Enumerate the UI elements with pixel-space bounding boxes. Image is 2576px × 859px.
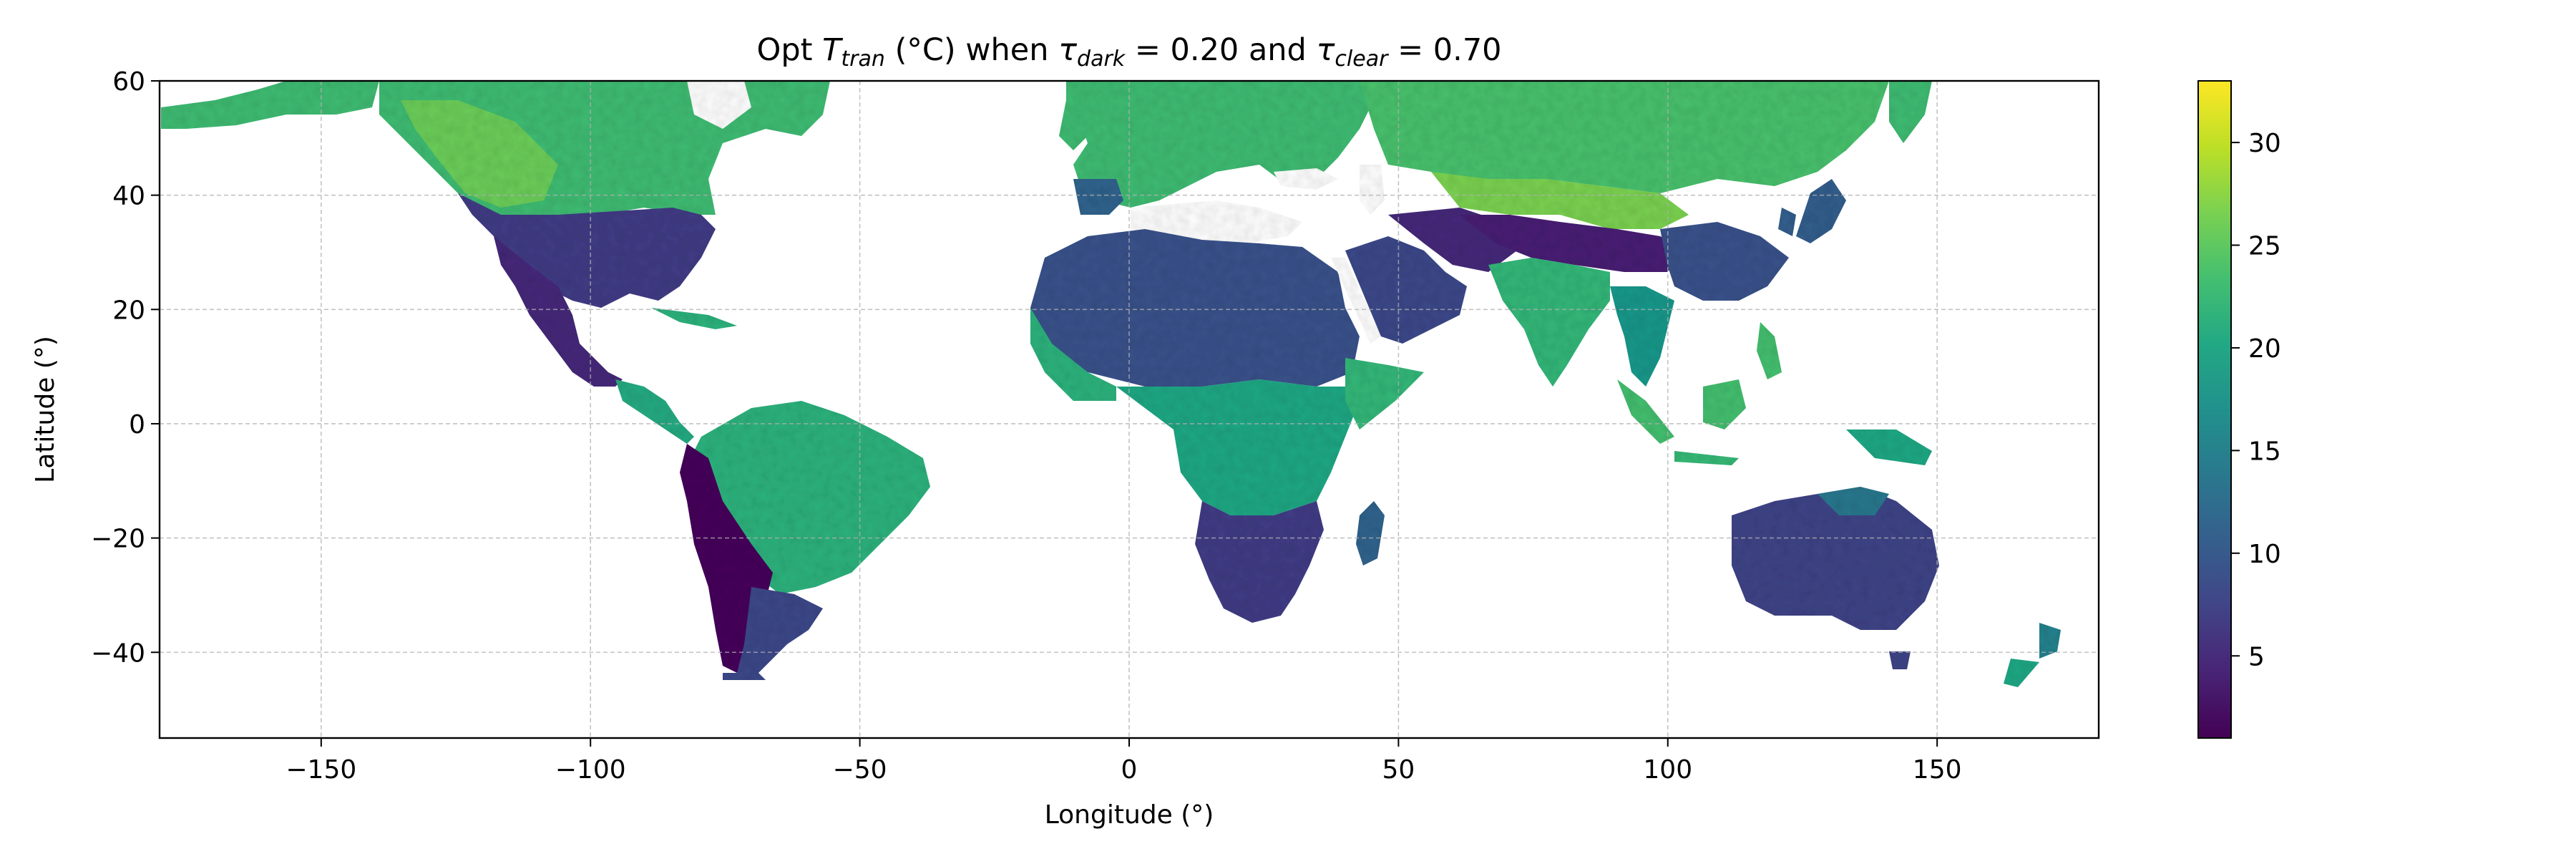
central-america [615, 379, 694, 444]
colorbar-tick-label: 30 [2248, 129, 2281, 158]
y-tick-label: 40 [112, 182, 145, 211]
india [1488, 258, 1610, 387]
x-tick-label: −50 [833, 755, 887, 785]
borneo [1703, 379, 1746, 430]
tierra-del-fuego [723, 673, 766, 680]
caspian-sea [1360, 165, 1385, 215]
colorbar-tick-label: 5 [2248, 642, 2265, 671]
x-tick-label: 50 [1382, 755, 1415, 785]
y-axis-label: Latitude (°) [31, 336, 60, 483]
korea [1778, 208, 1796, 236]
land-map [161, 81, 2061, 687]
mediterranean [1131, 200, 1302, 243]
x-tick-label: 100 [1643, 755, 1692, 785]
kamchatka [1889, 81, 1932, 143]
caribbean [651, 308, 737, 329]
australia [1732, 487, 1939, 630]
y-axis: −40 −20 0 20 40 60 [91, 67, 160, 668]
iberia [1073, 179, 1123, 215]
alaska [161, 81, 379, 129]
colorbar-tick-label: 15 [2248, 437, 2281, 466]
central-asia [1431, 172, 1689, 229]
usa-south [458, 193, 716, 308]
black-sea [1274, 168, 1338, 190]
y-tick-label: 20 [112, 296, 145, 325]
mexico [494, 236, 623, 387]
x-tick-label: 0 [1121, 755, 1138, 785]
y-tick-label: −40 [91, 639, 145, 668]
sahara [1030, 229, 1360, 387]
rockies [401, 100, 558, 208]
colorbar-tick-label: 20 [2248, 334, 2281, 364]
colorbar-ticks: 5 10 15 20 25 30 [2231, 129, 2281, 671]
new-zealand-north [2039, 623, 2061, 659]
x-tick-label: 150 [1913, 755, 1962, 785]
madagascar [1356, 501, 1385, 566]
patagonia [737, 587, 823, 680]
new-zealand-south [2004, 659, 2039, 687]
philippines [1757, 322, 1782, 379]
grid [160, 80, 2099, 738]
colorbar-tick-label: 25 [2248, 232, 2281, 261]
central-africa [1116, 379, 1360, 515]
chart-title: Opt Ttran (°C) when τdark = 0.20 and τcl… [756, 32, 1501, 72]
australia-north [1818, 487, 1889, 515]
southeast-asia [1610, 286, 1674, 387]
uk [1059, 100, 1088, 150]
y-tick-label: 0 [129, 410, 145, 440]
x-axis-label: Longitude (°) [1045, 800, 1214, 830]
y-tick-label: 60 [112, 67, 145, 97]
x-axis: −150 −100 −50 0 50 100 150 [286, 738, 1962, 785]
west-africa-coast [1030, 308, 1116, 401]
tibet [1460, 215, 1689, 272]
x-tick-label: −100 [555, 755, 626, 785]
southern-africa [1195, 501, 1324, 623]
arabia [1345, 236, 1467, 344]
y-tick-label: −20 [91, 525, 145, 554]
colorbar [2197, 80, 2232, 739]
x-tick-label: −150 [286, 755, 356, 785]
hudson-bay [687, 81, 751, 129]
siberia [1360, 81, 1889, 193]
red-sea [1331, 258, 1381, 344]
sumatra [1617, 379, 1674, 444]
colorbar-tick-label: 10 [2248, 540, 2281, 569]
new-guinea [1846, 430, 1932, 465]
horn-of-africa [1345, 358, 1424, 430]
java [1674, 451, 1739, 465]
japan [1796, 179, 1846, 243]
china-east [1660, 222, 1789, 301]
tasmania [1889, 651, 1911, 669]
